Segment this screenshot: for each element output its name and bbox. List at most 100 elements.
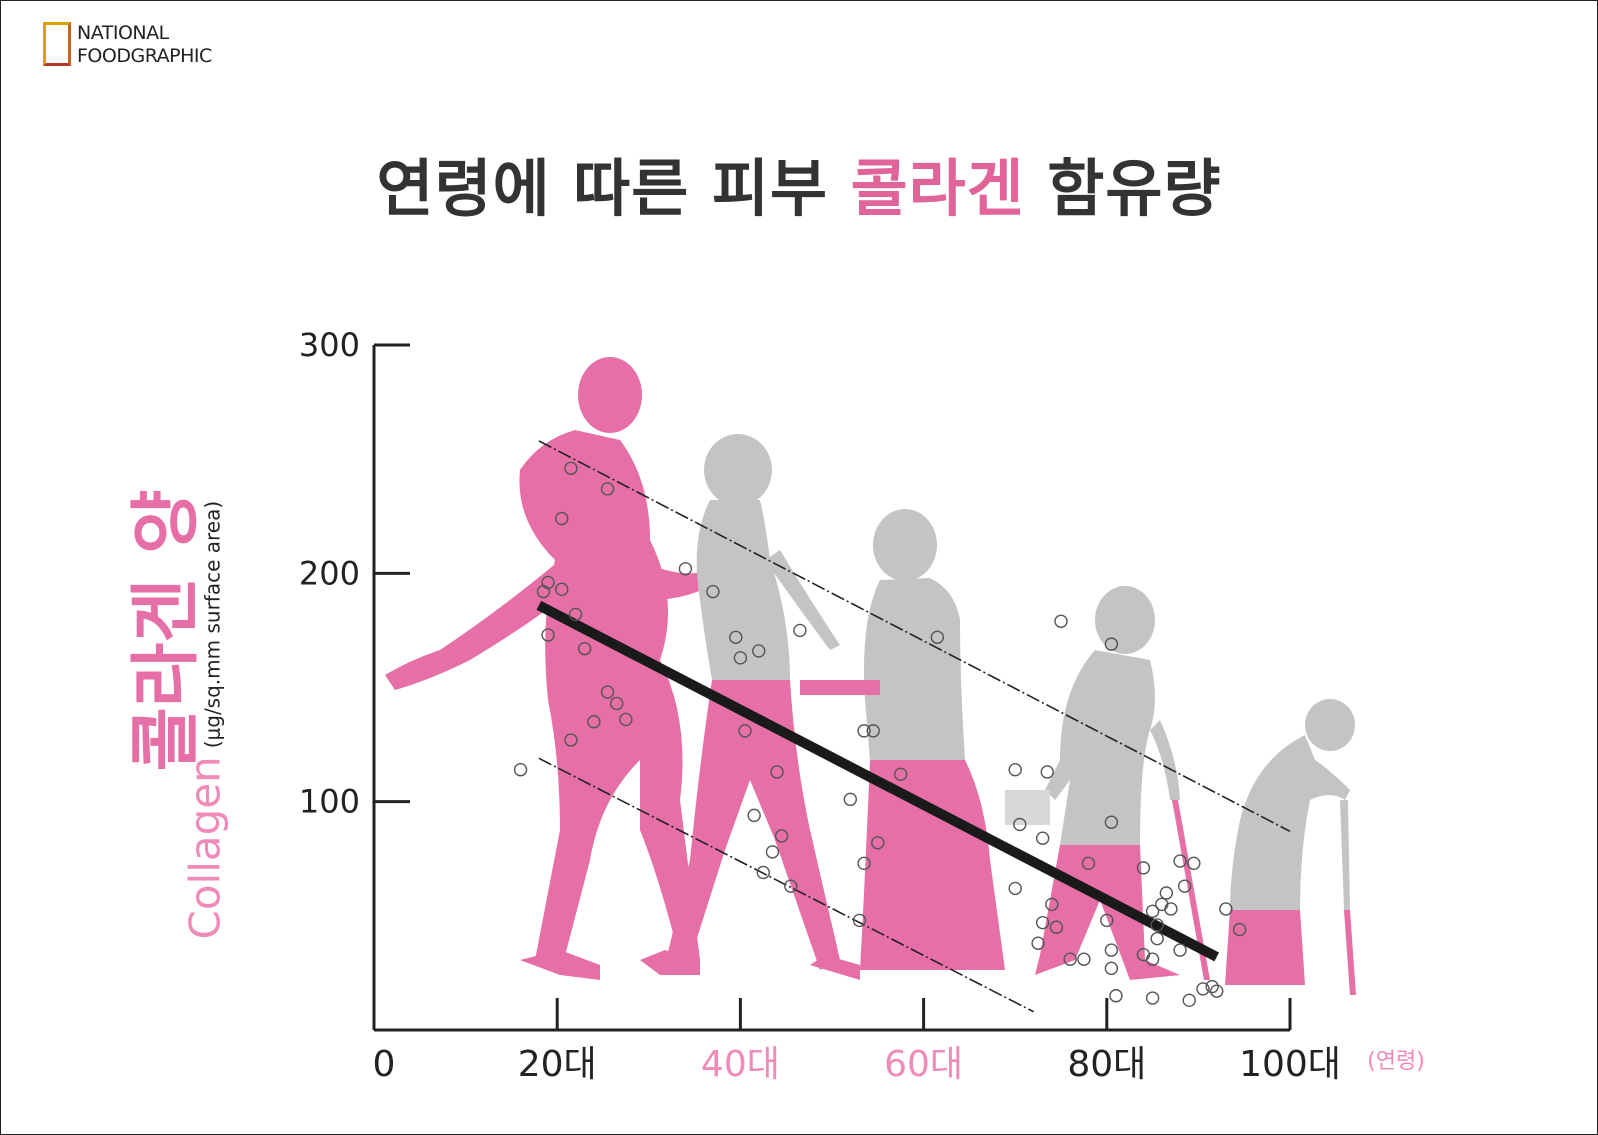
data-point bbox=[1109, 989, 1123, 1003]
data-point bbox=[1232, 922, 1247, 937]
data-point bbox=[1045, 897, 1059, 912]
trend-line-group bbox=[536, 600, 1220, 962]
data-point bbox=[600, 685, 615, 699]
chart-title: 연령에 따른 피부 콜라겐 함유량 bbox=[0, 138, 1598, 228]
data-point bbox=[852, 913, 867, 928]
data-point bbox=[1035, 915, 1050, 930]
data-point bbox=[774, 829, 789, 843]
data-point bbox=[1013, 817, 1027, 832]
data-point bbox=[733, 651, 748, 665]
data-point bbox=[1205, 979, 1219, 994]
x-tick-label: 0 bbox=[373, 1044, 396, 1085]
data-point bbox=[843, 792, 858, 807]
data-point bbox=[894, 767, 908, 781]
age-silhouettes bbox=[385, 357, 1356, 995]
data-point bbox=[770, 765, 784, 779]
lower-bound-line bbox=[538, 757, 1034, 1013]
title-part-2: 함유량 bbox=[1024, 152, 1222, 225]
data-point bbox=[555, 582, 569, 597]
data-point bbox=[1173, 854, 1187, 868]
data-point bbox=[678, 562, 693, 576]
data-point bbox=[1159, 886, 1174, 900]
y-tick-label: 200 bbox=[299, 554, 360, 592]
data-point bbox=[610, 696, 624, 711]
data-point bbox=[1077, 952, 1091, 966]
data-point bbox=[619, 712, 633, 727]
data-point bbox=[1031, 936, 1045, 950]
trend-line bbox=[536, 600, 1220, 962]
x-axis-unit: (연령) bbox=[1367, 1049, 1425, 1074]
data-point bbox=[1104, 961, 1119, 976]
data-point bbox=[1104, 943, 1119, 957]
data-point bbox=[752, 644, 766, 658]
data-point bbox=[1035, 831, 1050, 845]
data-point bbox=[1081, 856, 1096, 871]
data-point bbox=[568, 607, 583, 622]
data-point bbox=[587, 715, 601, 729]
logo-line-2: FOODGRAPHIC bbox=[77, 45, 212, 67]
data-point bbox=[1063, 952, 1077, 966]
data-point bbox=[1164, 902, 1178, 916]
data-point bbox=[1196, 982, 1210, 996]
data-point bbox=[930, 630, 945, 644]
data-point bbox=[541, 628, 555, 642]
x-tick-label: 20대 bbox=[518, 1044, 597, 1085]
confidence-bounds bbox=[538, 440, 1291, 1013]
data-point bbox=[1173, 943, 1187, 957]
upper-bound-line bbox=[538, 440, 1291, 833]
data-point bbox=[1150, 918, 1164, 932]
data-point bbox=[1150, 931, 1164, 946]
data-point bbox=[1040, 765, 1054, 779]
data-point bbox=[1008, 881, 1022, 896]
data-point bbox=[1177, 879, 1192, 893]
data-point bbox=[738, 724, 752, 738]
logo-text: NATIONAL FOODGRAPHIC bbox=[77, 22, 212, 68]
data-point bbox=[513, 763, 528, 777]
data-point bbox=[1100, 913, 1114, 928]
data-point bbox=[706, 584, 720, 599]
data-point bbox=[1187, 856, 1201, 871]
axes bbox=[372, 343, 1292, 1032]
x-tick-label: 80대 bbox=[1067, 1044, 1146, 1085]
data-point bbox=[747, 808, 761, 823]
data-point bbox=[1054, 614, 1068, 628]
data-point bbox=[1008, 763, 1022, 777]
data-point bbox=[793, 623, 807, 638]
data-point bbox=[1104, 815, 1119, 829]
brand-logo: NATIONAL FOODGRAPHIC bbox=[43, 22, 212, 68]
silhouette-80s bbox=[1005, 586, 1210, 980]
silhouette-100s bbox=[1225, 699, 1356, 995]
title-highlight: 콜라겐 bbox=[850, 152, 1025, 225]
data-point bbox=[1182, 993, 1196, 1008]
data-point bbox=[756, 865, 770, 880]
tick-labels: 100 200 300 0 20대 40대 60대 80대 100대 (연령) bbox=[299, 326, 1425, 1085]
data-point bbox=[857, 724, 871, 738]
silhouette-40s bbox=[640, 434, 860, 980]
x-tick-label: 60대 bbox=[884, 1044, 963, 1085]
title-part-1: 연령에 따른 피부 bbox=[376, 152, 851, 225]
data-points bbox=[513, 461, 1247, 1008]
silhouette-60s bbox=[800, 509, 1005, 970]
x-tick-label: 40대 bbox=[701, 1044, 780, 1085]
data-point bbox=[1219, 902, 1233, 916]
data-point bbox=[577, 641, 592, 656]
y-tick-label: 100 bbox=[299, 783, 360, 821]
data-point bbox=[729, 630, 743, 644]
data-point bbox=[1049, 920, 1064, 934]
data-point bbox=[1104, 637, 1119, 651]
data-point bbox=[536, 584, 551, 599]
data-point bbox=[866, 724, 880, 738]
logo-frame-icon bbox=[43, 22, 71, 66]
data-point bbox=[1145, 952, 1160, 966]
data-point bbox=[555, 511, 569, 526]
data-point bbox=[1136, 861, 1151, 875]
data-point bbox=[765, 845, 780, 859]
logo-line-1: NATIONAL bbox=[77, 22, 169, 44]
data-point bbox=[1145, 904, 1160, 918]
data-point bbox=[564, 461, 578, 475]
data-point bbox=[857, 856, 871, 871]
x-tick-label: 100대 bbox=[1239, 1044, 1341, 1085]
data-point bbox=[784, 879, 798, 893]
data-point bbox=[1210, 984, 1224, 998]
